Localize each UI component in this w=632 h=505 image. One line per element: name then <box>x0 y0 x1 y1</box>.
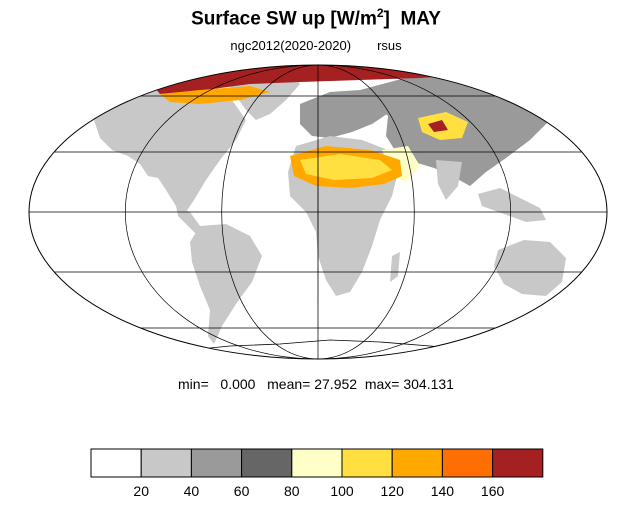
title-superscript: 2 <box>376 6 384 20</box>
colorbar-box-4 <box>291 448 343 478</box>
stat-max-label: max= <box>364 376 400 392</box>
colorbar-tick-label: 20 <box>133 483 149 499</box>
colorbar-box-5 <box>341 448 393 478</box>
colorbar-box-3 <box>241 448 293 478</box>
land-india <box>436 160 462 200</box>
title-close: ] <box>383 8 390 30</box>
colorbar-tick-label: 120 <box>381 483 405 499</box>
statistics-line: min= 0.000 mean= 27.952 max= 304.131 <box>0 376 632 392</box>
colorbar-tick-label: 140 <box>431 483 455 499</box>
stat-min-label: min= <box>178 376 209 392</box>
land-madagascar <box>390 252 400 282</box>
high-albedo-central-asia-peak <box>428 120 448 132</box>
colorbar-box-1 <box>140 448 192 478</box>
subtitle-experiment: ngc2012(2020-2020) <box>230 38 352 53</box>
colorbar-tick-label: 60 <box>234 483 250 499</box>
stat-min-value: 0.000 <box>220 376 256 392</box>
title-month: MAY <box>400 8 441 30</box>
high-albedo-arctic-fringe <box>160 86 270 104</box>
colorbar-box-7 <box>441 448 494 478</box>
colorbar-box-2 <box>190 448 243 478</box>
high-albedo-sahara-core <box>300 154 392 180</box>
stat-mean-label: mean= <box>267 376 311 392</box>
colorbar-box-8 <box>492 448 544 478</box>
land-maritime-southeast-asia <box>478 188 546 222</box>
plot-subtitle: ngc2012(2020-2020) rsus <box>0 38 632 53</box>
land-australia <box>494 240 566 296</box>
colorbar-tick-label: 100 <box>330 483 354 499</box>
subtitle-variable: rsus <box>377 38 402 53</box>
land-south-america <box>190 224 262 344</box>
map-border <box>28 64 608 360</box>
land-europe <box>300 90 390 138</box>
colorbar-box-6 <box>391 448 443 478</box>
title-text: Surface SW up [W/m <box>191 8 377 30</box>
colorbar-tick-label: 40 <box>184 483 200 499</box>
plot-title: Surface SW up [W/m2] MAY <box>0 6 632 30</box>
colorbar-tick-label: 80 <box>284 483 300 499</box>
stat-max-value: 304.131 <box>403 376 454 392</box>
world-map <box>28 64 608 360</box>
colorbar-tick-label: 160 <box>481 483 505 499</box>
colorbar-box-0 <box>90 448 142 478</box>
stat-mean-value: 27.952 <box>314 376 358 392</box>
graticule <box>29 65 607 359</box>
land-north-america <box>94 80 246 212</box>
